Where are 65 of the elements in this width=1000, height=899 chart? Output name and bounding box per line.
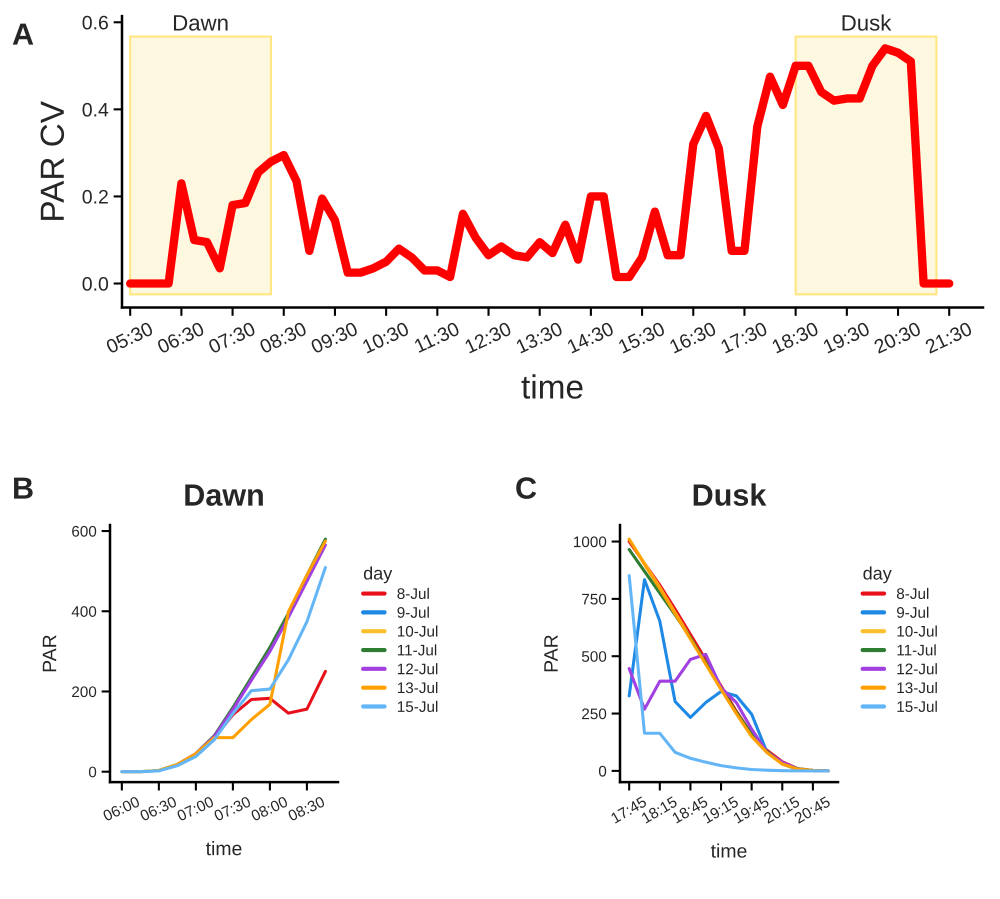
y-tick-label: 0.2 (82, 190, 108, 204)
legend-label: 12-Jul (398, 663, 438, 674)
x-axis-title: time (710, 843, 747, 858)
x-axis-title: time (522, 374, 583, 399)
legend-label: 11-Jul (398, 644, 436, 656)
legend-label: 13-Jul (398, 682, 438, 694)
x-tick-label: 19:30 (822, 321, 870, 354)
y-tick-label: 0.4 (82, 102, 108, 117)
y-tick-label: 0.0 (82, 276, 108, 291)
text: A (12, 24, 34, 45)
text: C (516, 477, 536, 499)
x-tick-label: 15:30 (618, 321, 666, 354)
legend-label: 13-Jul (897, 682, 937, 694)
x-tick-label: 07:30 (213, 796, 252, 822)
x-tick-label: 06:30 (156, 321, 205, 354)
y-tick-label: 600 (72, 526, 96, 537)
x-tick-label: 06:00 (102, 796, 140, 822)
y-tick-label: 400 (72, 606, 96, 617)
text: B (14, 478, 33, 499)
legend-label: 9-Jul (397, 606, 429, 618)
legend-label: 8-Jul (397, 588, 429, 600)
x-tick-label: 10:30 (362, 321, 410, 354)
x-tick-label: 17:30 (720, 321, 768, 354)
legend-label: 15-Jul (398, 700, 438, 712)
chart-title: Dawn (185, 484, 263, 506)
x-tick-label: 07:30 (208, 321, 256, 354)
x-tick-label: 07:00 (176, 796, 214, 822)
y-tick-label: 200 (72, 686, 96, 698)
y-tick-label: 250 (582, 708, 606, 720)
legend-label: 15-Jul (897, 700, 937, 712)
x-tick-label: 16:30 (668, 321, 717, 354)
x-axis-title: time (206, 841, 242, 856)
x-tick-label: 05:30 (105, 321, 154, 354)
x-tick-label: 21:30 (924, 321, 973, 354)
y-tick-label: 500 (582, 651, 606, 662)
chart-title: Dusk (694, 483, 766, 506)
x-tick-label: 12:30 (464, 321, 512, 354)
y-axis-title: PAR (42, 635, 56, 672)
y-axis-title: PAR CV (40, 101, 64, 220)
band-label: Dusk (842, 14, 892, 31)
y-tick-label: 0.6 (82, 16, 108, 30)
x-tick-label: 09:30 (310, 321, 359, 354)
x-tick-label: 08:30 (258, 321, 308, 354)
legend-label: 11-Jul (897, 644, 936, 656)
legend-label: 10-Jul (398, 625, 438, 637)
x-tick-label: 13:30 (515, 321, 564, 354)
legend-label: 8-Jul (896, 588, 928, 600)
legend-label: 12-Jul (897, 663, 937, 674)
y-axis-title: PAR (544, 635, 558, 672)
x-tick-label: 11:30 (414, 321, 460, 353)
legend-label: 9-Jul (896, 606, 928, 618)
x-tick-label: 08:30 (287, 796, 326, 822)
y-tick-label: 750 (582, 594, 606, 605)
band-label: Dawn (174, 15, 228, 31)
legend-label: 10-Jul (897, 625, 937, 637)
x-tick-label: 20:30 (873, 321, 922, 354)
x-tick-label: 06:30 (139, 796, 178, 822)
legend-title: day (364, 566, 392, 584)
y-tick-label: 0 (88, 766, 96, 778)
x-tick-label: 18:30 (771, 321, 820, 354)
x-tick-label: 08:00 (250, 796, 288, 822)
y-tick-label: 1000 (574, 536, 606, 548)
y-tick-label: 0 (598, 766, 606, 777)
x-tick-label: 14:30 (566, 321, 614, 354)
legend-title: day (863, 566, 892, 584)
